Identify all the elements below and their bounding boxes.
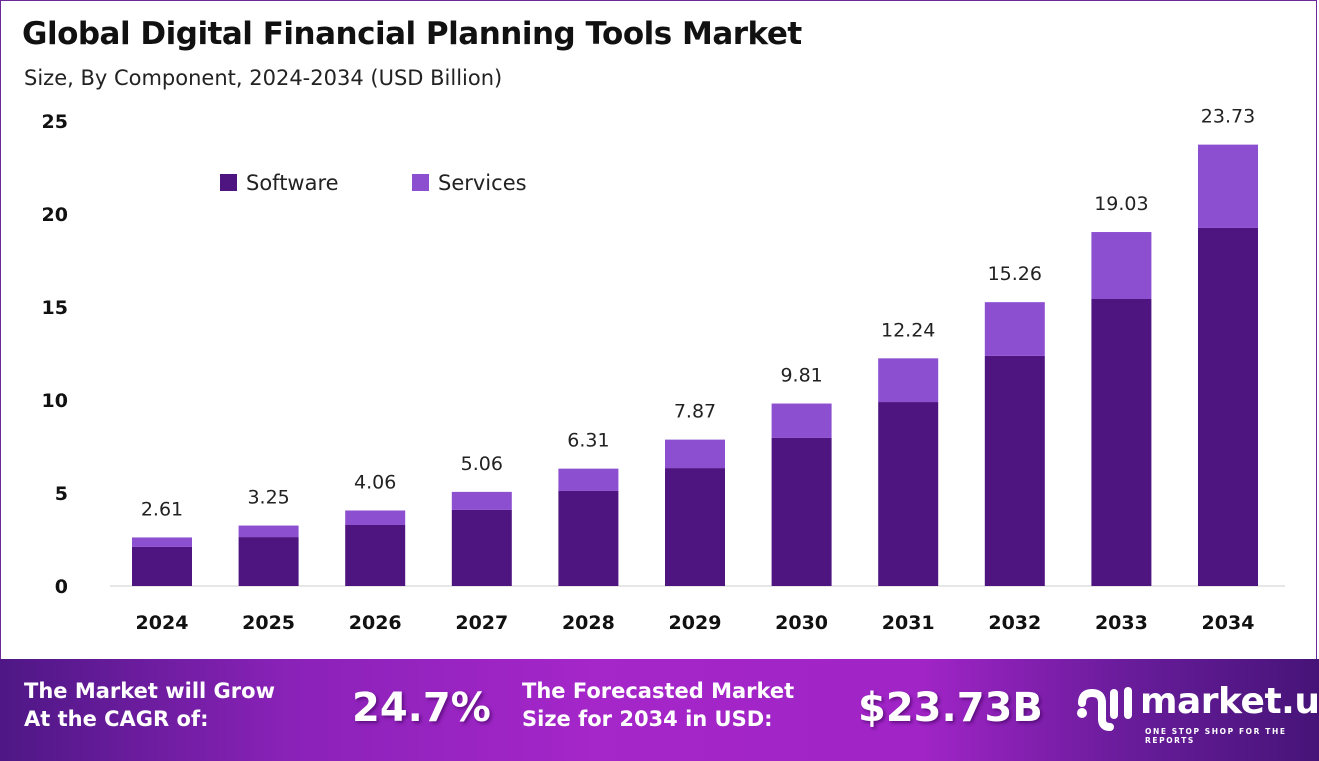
forecast-label-line2: Size for 2034 in USD: bbox=[522, 707, 773, 731]
logo-name: market.us bbox=[1140, 681, 1319, 722]
x-tick-label: 2027 bbox=[455, 612, 508, 634]
bar-software-2033 bbox=[1091, 299, 1152, 586]
bar-services-2032 bbox=[984, 302, 1045, 356]
y-tick-label: 25 bbox=[42, 111, 68, 133]
bar-software-2028 bbox=[558, 490, 619, 586]
bar-services-2029 bbox=[665, 439, 725, 469]
total-data-label: 19.03 bbox=[1094, 193, 1148, 215]
summary-banner: The Market will Grow At the CAGR of: 24.… bbox=[0, 659, 1319, 761]
legend-label-software: Software bbox=[246, 171, 339, 195]
forecast-label: The Forecasted Market Size for 2034 in U… bbox=[522, 677, 794, 733]
bar-software-2026 bbox=[345, 524, 406, 586]
logo-tagline: ONE STOP SHOP FOR THE REPORTS bbox=[1145, 727, 1287, 745]
bar-services-2028 bbox=[558, 468, 619, 491]
bar-software-2025 bbox=[238, 537, 299, 586]
x-tick-label: 2025 bbox=[242, 612, 295, 634]
bar-software-2029 bbox=[665, 468, 725, 586]
bar-services-2027 bbox=[451, 491, 512, 510]
bar-services-2033 bbox=[1091, 232, 1152, 300]
x-tick-label: 2028 bbox=[562, 612, 615, 634]
x-tick-label: 2031 bbox=[882, 612, 935, 634]
cagr-value: 24.7% bbox=[352, 685, 491, 731]
y-tick-label: 10 bbox=[42, 390, 68, 412]
bar-software-2024 bbox=[132, 546, 192, 586]
cagr-label-line2: At the CAGR of: bbox=[24, 707, 209, 731]
bar-services-2030 bbox=[771, 403, 832, 438]
bar-services-2025 bbox=[238, 525, 299, 538]
total-data-label: 6.31 bbox=[567, 430, 609, 452]
bar-services-2031 bbox=[878, 358, 939, 403]
cagr-label-line1: The Market will Grow bbox=[24, 679, 275, 703]
y-tick-label: 0 bbox=[55, 576, 68, 598]
chart-title: Global Digital Financial Planning Tools … bbox=[22, 16, 802, 52]
cagr-label: The Market will Grow At the CAGR of: bbox=[24, 677, 275, 733]
bar-software-2032 bbox=[984, 355, 1045, 586]
x-tick-label: 2024 bbox=[136, 612, 189, 634]
x-tick-label: 2029 bbox=[669, 612, 722, 634]
x-tick-label: 2026 bbox=[349, 612, 402, 634]
total-data-label: 3.25 bbox=[247, 487, 289, 509]
x-tick-label: 2030 bbox=[775, 612, 828, 634]
y-tick-label: 20 bbox=[42, 204, 68, 226]
total-data-label: 7.87 bbox=[674, 401, 716, 423]
total-data-label: 23.73 bbox=[1201, 106, 1255, 128]
forecast-label-line1: The Forecasted Market bbox=[522, 679, 795, 703]
total-data-label: 5.06 bbox=[461, 453, 503, 475]
total-data-label: 12.24 bbox=[881, 319, 935, 341]
y-tick-label: 5 bbox=[55, 483, 68, 505]
x-tick-label: 2032 bbox=[988, 612, 1041, 634]
legend-swatch-services bbox=[412, 174, 429, 191]
forecast-value: $23.73B bbox=[858, 685, 1043, 731]
y-tick-label: 15 bbox=[42, 297, 68, 319]
total-data-label: 9.81 bbox=[780, 365, 822, 387]
legend-label-services: Services bbox=[438, 171, 527, 195]
chart-subtitle: Size, By Component, 2024-2034 (USD Billi… bbox=[24, 66, 503, 90]
total-data-label: 2.61 bbox=[141, 498, 183, 520]
total-data-label: 4.06 bbox=[354, 471, 396, 493]
bar-services-2026 bbox=[345, 510, 406, 525]
bar-software-2027 bbox=[451, 509, 512, 586]
x-tick-label: 2034 bbox=[1202, 612, 1255, 634]
bar-services-2034 bbox=[1198, 144, 1258, 228]
bar-services-2024 bbox=[132, 537, 192, 547]
bar-software-2030 bbox=[771, 437, 832, 586]
legend-swatch-software bbox=[220, 174, 237, 191]
stacked-bar-chart: 05101520252.6120243.2520254.0620265.0620… bbox=[42, 106, 1285, 634]
total-data-label: 15.26 bbox=[988, 263, 1042, 285]
chart-frame bbox=[0, 0, 1317, 659]
bar-software-2031 bbox=[878, 402, 939, 586]
market-us-logo-icon bbox=[1077, 687, 1132, 731]
x-tick-label: 2033 bbox=[1095, 612, 1148, 634]
bar-software-2034 bbox=[1198, 227, 1258, 586]
